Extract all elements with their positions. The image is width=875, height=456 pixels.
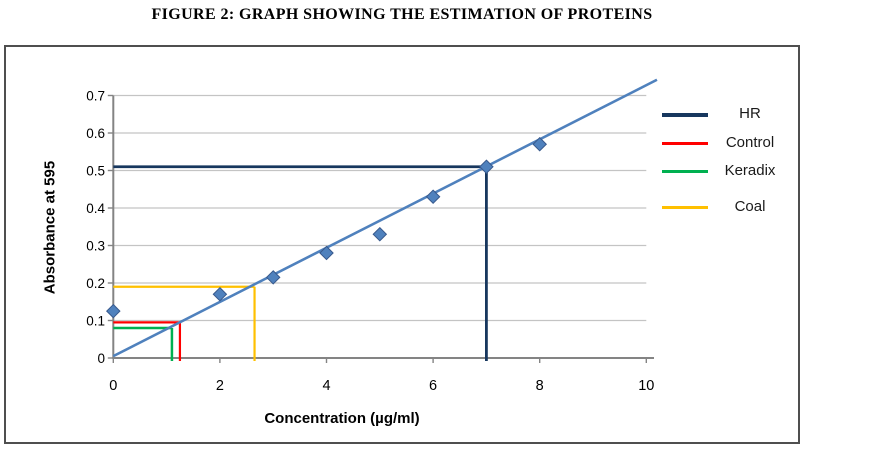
y-tick-label: 0.7 xyxy=(86,88,105,103)
x-tick-label: 8 xyxy=(536,378,544,394)
data-point-marker xyxy=(425,189,441,205)
legend-swatch-control xyxy=(662,142,708,145)
legend-swatch-keradix xyxy=(662,170,708,173)
data-point-marker xyxy=(265,270,281,285)
legend-label-coal: Coal xyxy=(734,198,766,215)
x-tick-label: 2 xyxy=(216,378,224,394)
y-tick-label: 0.2 xyxy=(86,276,105,291)
legend-swatch-coal xyxy=(662,206,708,209)
legend-item-hr: HR xyxy=(646,104,796,124)
legend-item-control: Control xyxy=(646,133,796,153)
y-tick-label: 0.3 xyxy=(86,238,105,253)
y-axis-title: Absorbance at 595 xyxy=(41,160,59,295)
x-axis-title: Concentration (µg/ml) xyxy=(264,410,420,427)
data-point-marker xyxy=(105,303,121,319)
y-tick-label: 0.1 xyxy=(86,313,105,328)
y-tick-label: 0.5 xyxy=(86,163,105,178)
figure-title: FIGURE 2: GRAPH SHOWING THE ESTIMATION O… xyxy=(151,6,653,23)
data-point-marker xyxy=(319,245,334,261)
x-tick-label: 0 xyxy=(109,378,117,394)
trendline xyxy=(112,78,658,358)
data-point-marker xyxy=(532,136,548,152)
data-point-marker xyxy=(212,286,228,302)
legend-label-control: Control xyxy=(725,134,775,151)
legend-label-keradix: Keradix xyxy=(724,162,776,179)
y-tick-label: 0 xyxy=(97,351,105,366)
legend-item-keradix: Keradix xyxy=(646,161,796,181)
legend-label-hr: HR xyxy=(739,105,761,122)
x-tick-label: 4 xyxy=(322,378,330,394)
y-tick-label: 0.4 xyxy=(86,201,105,216)
chart-area: 0 2 4 6 8 10 0 0.1 0.2 0.3 0.4 0.5 0.6 0.7 Absorbance… xyxy=(4,45,800,444)
plot-svg: 0 2 4 6 8 10 0 0.1 0.2 0.3 0.4 0.5 0.6 0.7 xyxy=(86,78,658,394)
y-tick-label: 0.6 xyxy=(86,126,105,141)
data-point-marker xyxy=(372,226,388,242)
x-tick-label: 6 xyxy=(429,378,437,394)
legend-swatch-hr xyxy=(662,113,708,117)
x-tick-label: 10 xyxy=(638,378,654,394)
data-point-marker xyxy=(479,159,494,175)
legend-item-coal: Coal xyxy=(646,197,796,217)
legend: HR Control Keradix Coal xyxy=(646,47,796,442)
